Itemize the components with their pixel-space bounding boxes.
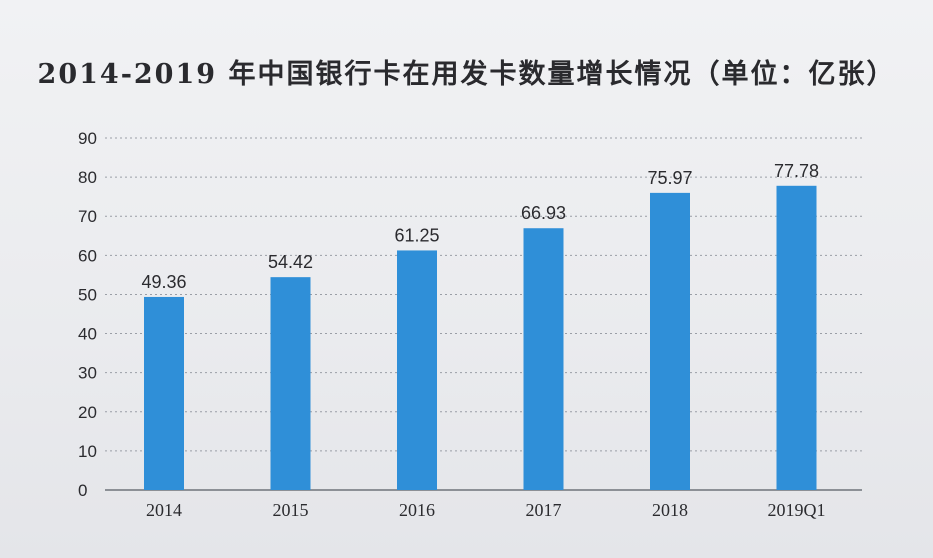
- data-label: 77.78: [774, 161, 819, 181]
- y-tick-label: 70: [78, 207, 97, 226]
- y-tick-label: 50: [78, 285, 97, 304]
- y-tick-label: 20: [78, 403, 97, 422]
- data-label: 54.42: [268, 252, 313, 272]
- x-tick-label: 2017: [526, 500, 562, 520]
- x-tick-label: 2014: [146, 500, 182, 520]
- data-label: 49.36: [141, 272, 186, 292]
- bar: [270, 277, 311, 490]
- bar: [144, 296, 184, 490]
- y-tick-label: 90: [78, 129, 97, 148]
- y-tick-label: 60: [78, 246, 97, 265]
- bar: [776, 185, 817, 491]
- y-tick-label: 10: [78, 442, 97, 461]
- x-tick-label: 2016: [399, 500, 435, 520]
- chart-title: 2014-2019 年中国银行卡在用发卡数量增长情况（单位：亿张）: [37, 59, 896, 90]
- y-tick-label: 80: [78, 168, 97, 187]
- y-tick-label: 30: [78, 364, 97, 383]
- bar: [397, 250, 437, 490]
- data-label: 66.93: [521, 203, 566, 223]
- bar: [523, 228, 564, 490]
- x-tick-label: 2019Q1: [768, 500, 826, 520]
- x-tick-label: 2018: [652, 500, 688, 520]
- y-tick-label: 0: [78, 481, 87, 500]
- bar: [650, 192, 690, 490]
- data-label: 75.97: [647, 168, 692, 188]
- x-tick-label: 2015: [273, 500, 309, 520]
- data-label: 61.25: [394, 225, 439, 245]
- y-tick-label: 40: [78, 325, 97, 344]
